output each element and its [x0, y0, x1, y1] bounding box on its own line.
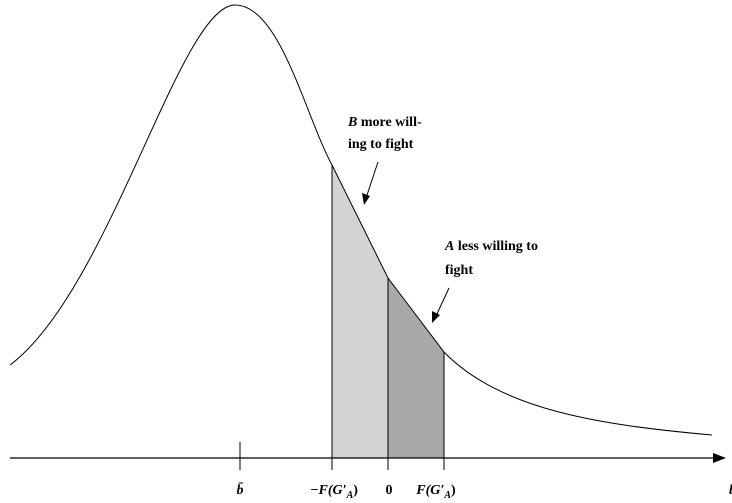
tick-label: 0 — [386, 483, 393, 498]
arrow-head — [432, 311, 440, 323]
tick-text: 0 — [386, 483, 393, 498]
arrow-head — [362, 193, 370, 205]
tick-text: ) — [451, 483, 456, 498]
density-curve — [9, 4, 713, 436]
axis-label-text: b — [729, 483, 732, 498]
annotation: A less willing to — [444, 239, 538, 254]
arrow — [365, 161, 379, 199]
annotation-text: ing to fight — [348, 137, 414, 152]
axis-label: b — [729, 483, 732, 498]
annotation-text: fight — [445, 263, 473, 278]
tick-sub: A — [346, 490, 354, 501]
tick-text: −F(G′ — [310, 483, 347, 498]
tick-label: −F(G′A) — [310, 483, 358, 501]
annotation-text: more will- — [357, 115, 422, 130]
annotation: ing to fight — [348, 137, 414, 152]
annotation: fight — [445, 263, 473, 278]
annotation-var: A — [444, 239, 454, 254]
arrow — [435, 287, 450, 317]
shade-b — [332, 165, 388, 458]
shade-a — [388, 278, 444, 458]
tick-text: F(G′ — [415, 483, 444, 498]
tick-label: F(G′A) — [415, 483, 456, 501]
tick-label: b̄ — [237, 482, 244, 498]
tick-text: ) — [353, 483, 358, 498]
tick-text: b̄ — [237, 482, 244, 498]
annotation-var: B — [347, 115, 357, 130]
axis-arrow — [713, 453, 726, 463]
tick-sub: A — [443, 490, 451, 501]
annotation-text: less willing to — [454, 239, 538, 254]
annotation: B more will- — [347, 115, 422, 130]
